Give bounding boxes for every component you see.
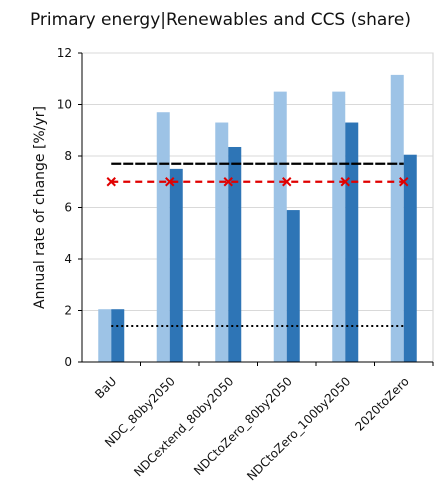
y-axis-title: Annual rate of change [%/yr] [32, 106, 48, 309]
y-tick-label: 2 [64, 304, 72, 318]
bar-series1-NDC_80by2050 [156, 112, 170, 362]
reference-lines [106, 162, 409, 327]
bar-layer [98, 74, 417, 363]
axes [78, 52, 434, 366]
bar-series2-NDCtoZero_80by2050 [286, 210, 300, 362]
bar-series1-BaU [98, 309, 112, 362]
x-category-label: 2020toZero [352, 374, 412, 434]
y-tick-label: 0 [64, 355, 72, 369]
y-tick-label: 4 [64, 252, 72, 266]
x-category-label: NDCtoZero_80by2050 [191, 374, 295, 478]
grid-layer [81, 52, 434, 363]
x-marker [223, 177, 233, 187]
bar-series2-2020toZero [403, 154, 417, 362]
x-marker [165, 177, 175, 187]
y-tick-label: 8 [64, 149, 72, 163]
x-category-label: NDCextend_80by2050 [131, 374, 236, 479]
bar-series1-NDCtoZero_100by2050 [332, 91, 346, 362]
y-tick-label: 6 [64, 201, 72, 215]
bar-series2-BaU [111, 309, 125, 362]
bar-series2-NDCextend_80by2050 [228, 146, 242, 362]
bar-series2-NDC_80by2050 [169, 168, 183, 362]
x-marker [399, 177, 409, 187]
x-marker [106, 177, 116, 187]
y-tick-label: 12 [57, 46, 72, 60]
x-category-label: BaU [92, 374, 119, 401]
chart-title: Primary energy|Renewables and CCS (share… [29, 10, 412, 30]
y-tick-label: 10 [57, 98, 72, 112]
bar-series1-2020toZero [390, 74, 404, 362]
bar-series1-NDCtoZero_80by2050 [273, 91, 287, 362]
x-category-label: NDCtoZero_100by2050 [244, 374, 353, 483]
x-marker [282, 177, 292, 187]
x-marker [340, 177, 350, 187]
